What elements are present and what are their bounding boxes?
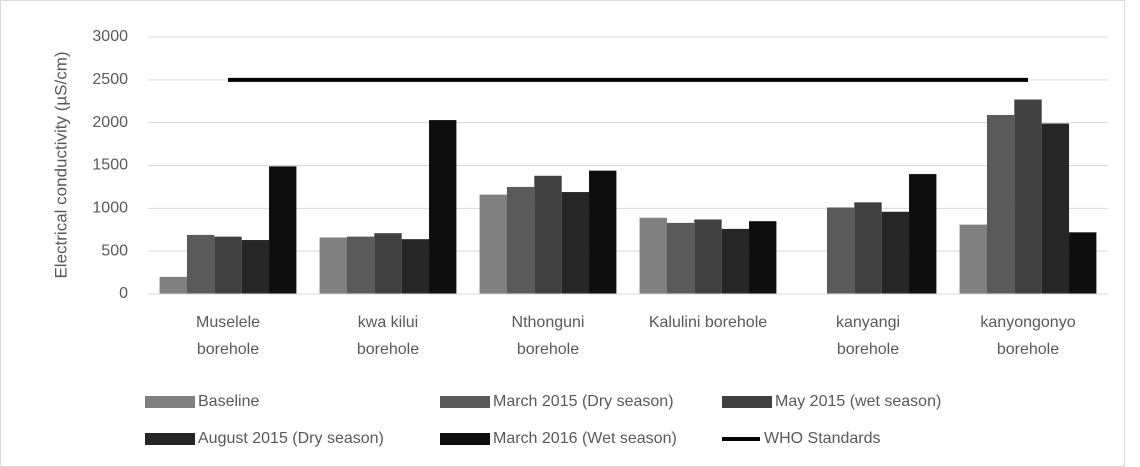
bar — [346, 236, 375, 294]
bar — [429, 120, 457, 294]
legend-label: March 2015 (Dry season) — [493, 393, 674, 410]
bar — [666, 222, 695, 294]
bar — [854, 202, 882, 294]
y-tick-label: 3000 — [92, 28, 128, 45]
bar — [721, 228, 750, 294]
bar — [374, 233, 402, 294]
y-tick-label: 2500 — [92, 71, 128, 88]
x-tick-label: Kalulini borehole — [649, 314, 767, 331]
legend-swatch — [145, 433, 195, 445]
bar — [534, 175, 562, 294]
x-tick-label: kanyangi borehole — [836, 314, 900, 358]
bar — [269, 166, 297, 294]
legend-swatch — [722, 396, 772, 408]
bar — [159, 276, 187, 294]
bar — [639, 217, 667, 294]
bar — [506, 186, 535, 294]
bar — [1041, 123, 1070, 294]
legend-label: August 2015 (Dry season) — [198, 430, 384, 447]
bar — [561, 192, 590, 294]
y-axis-label: Electrical conductivity (µS/cm) — [51, 51, 70, 278]
legend-label: WHO Standards — [764, 430, 880, 447]
bar — [826, 207, 855, 294]
bar — [1069, 232, 1097, 294]
y-tick-label: 1000 — [92, 200, 128, 217]
bar — [319, 237, 347, 294]
bar — [589, 170, 617, 294]
legend-swatch — [440, 433, 490, 445]
bar — [1014, 99, 1042, 294]
bar — [479, 194, 507, 294]
y-tick-label: 1500 — [92, 157, 128, 174]
bar — [909, 174, 937, 294]
x-tick-label: kanyongonyo borehole — [980, 314, 1075, 358]
legend-swatch — [145, 396, 195, 408]
x-tick-label: Muselele borehole — [196, 314, 260, 358]
x-tick-label: Nthonguni borehole — [512, 314, 585, 358]
x-tick-label: kwa kilui borehole — [357, 314, 419, 358]
legend-swatch — [440, 396, 490, 408]
legend-label: March 2016 (Wet season) — [493, 430, 677, 447]
y-tick-label: 2000 — [92, 114, 128, 131]
bar — [749, 221, 777, 294]
bar — [986, 114, 1015, 294]
bar — [241, 240, 270, 294]
y-tick-label: 0 — [119, 285, 128, 302]
bar — [881, 211, 910, 294]
y-tick-label: 500 — [101, 242, 128, 259]
legend-label: May 2015 (wet season) — [775, 393, 941, 410]
bar — [694, 219, 722, 294]
bar — [959, 224, 987, 294]
bar — [401, 239, 430, 294]
legend-label: Baseline — [198, 393, 259, 410]
bar — [214, 236, 242, 294]
bar — [186, 234, 215, 294]
